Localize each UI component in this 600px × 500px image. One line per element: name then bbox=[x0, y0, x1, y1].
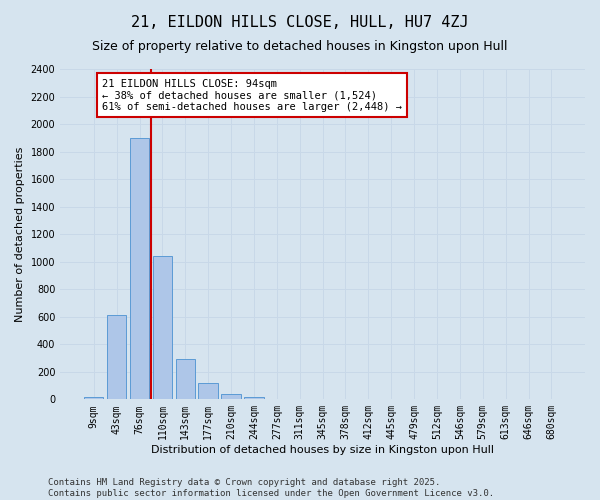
Text: Contains HM Land Registry data © Crown copyright and database right 2025.
Contai: Contains HM Land Registry data © Crown c… bbox=[48, 478, 494, 498]
Bar bbox=[130, 138, 149, 400]
Bar bbox=[107, 316, 127, 400]
Bar bbox=[221, 394, 241, 400]
Bar bbox=[244, 397, 263, 400]
Text: 21, EILDON HILLS CLOSE, HULL, HU7 4ZJ: 21, EILDON HILLS CLOSE, HULL, HU7 4ZJ bbox=[131, 15, 469, 30]
Bar bbox=[84, 398, 103, 400]
Y-axis label: Number of detached properties: Number of detached properties bbox=[15, 146, 25, 322]
Bar bbox=[176, 358, 195, 400]
Bar bbox=[199, 383, 218, 400]
Text: Size of property relative to detached houses in Kingston upon Hull: Size of property relative to detached ho… bbox=[92, 40, 508, 53]
Bar bbox=[152, 256, 172, 400]
X-axis label: Distribution of detached houses by size in Kingston upon Hull: Distribution of detached houses by size … bbox=[151, 445, 494, 455]
Text: 21 EILDON HILLS CLOSE: 94sqm
← 38% of detached houses are smaller (1,524)
61% of: 21 EILDON HILLS CLOSE: 94sqm ← 38% of de… bbox=[102, 78, 402, 112]
